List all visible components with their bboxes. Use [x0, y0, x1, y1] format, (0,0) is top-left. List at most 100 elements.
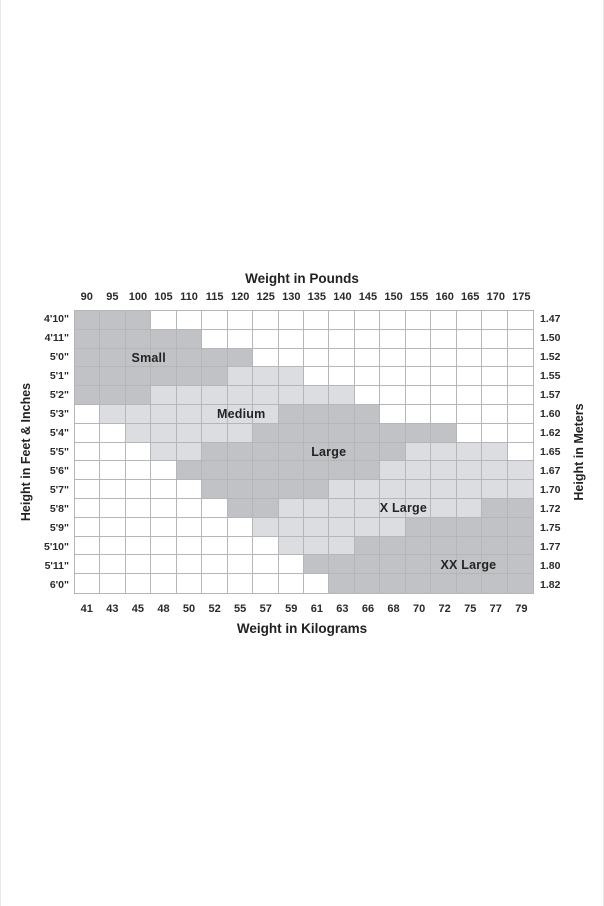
- height-m-tick: 1.52: [540, 351, 561, 364]
- grid-cell: [151, 423, 177, 443]
- height-m-tick: 1.47: [540, 313, 561, 326]
- grid-cell: [431, 348, 457, 368]
- grid-cell: [304, 386, 330, 405]
- grid-cell: [253, 423, 279, 443]
- grid-cell: [253, 348, 279, 368]
- height-m-tick: 1.57: [540, 389, 561, 402]
- grid-cell: [253, 498, 279, 518]
- grid-cell: [278, 404, 304, 424]
- grid-cell: [482, 480, 508, 499]
- grid-cell: [304, 480, 330, 499]
- grid-cell: [176, 574, 203, 593]
- kilograms-tick: 75: [464, 603, 477, 615]
- grid-cell: [507, 348, 533, 368]
- grid-cell: [456, 404, 483, 424]
- grid-cell: [304, 498, 330, 518]
- height-m-tick: 1.62: [540, 427, 561, 440]
- height-ft-tick-column: 4'10" 4'11" 5'0" 5'1" 5'2" 5'3" 5'4" 5'5" 5'6" 5'…: [15, 310, 69, 594]
- grid-cell: [151, 480, 177, 499]
- height-m-tick: 1.82: [540, 578, 561, 591]
- grid-cell: [100, 311, 126, 330]
- grid-cell: [482, 423, 508, 443]
- grid-cell: [329, 348, 355, 368]
- grid-cell: [100, 480, 126, 499]
- grid-cell: [380, 348, 406, 368]
- grid-cell: [405, 404, 432, 424]
- grid-cell: [456, 480, 483, 499]
- grid-cell: [202, 480, 228, 499]
- height-ft-tick: 5'11": [44, 559, 69, 572]
- grid-cell: [151, 367, 177, 387]
- height-ft-tick: 4'10": [44, 313, 69, 326]
- grid-cell: [456, 517, 483, 537]
- grid-cell: [380, 423, 406, 443]
- grid-cell: [329, 386, 355, 405]
- grid-cell: [329, 461, 355, 481]
- grid-cell: [125, 311, 152, 330]
- grid-cell: [202, 311, 228, 330]
- grid-cell: [431, 536, 457, 556]
- grid-cell: [100, 348, 126, 368]
- grid-cell: [202, 386, 228, 405]
- grid-cell: [405, 555, 432, 575]
- grid-cell: [176, 311, 203, 330]
- size-region-label: Small: [131, 351, 166, 365]
- grid-cell: [125, 517, 152, 537]
- grid-cell: [456, 311, 483, 330]
- grid-cell: [253, 367, 279, 387]
- grid-cell: [354, 348, 381, 368]
- grid-cell: [176, 517, 203, 537]
- grid-cell: [151, 498, 177, 518]
- height-m-tick: 1.77: [540, 540, 561, 553]
- grid-cell: [278, 555, 304, 575]
- grid-cell: [75, 480, 101, 499]
- grid-cell: [125, 555, 152, 575]
- grid-cell: [482, 461, 508, 481]
- grid-cell: [278, 480, 304, 499]
- grid-cell: [125, 386, 152, 405]
- height-ft-tick: 6'0": [49, 578, 69, 591]
- kilograms-tick: 68: [387, 603, 400, 615]
- pounds-tick: 90: [80, 291, 93, 303]
- grid-cell: [431, 461, 457, 481]
- grid-cell: [125, 480, 152, 499]
- kilograms-tick: 59: [285, 603, 298, 615]
- grid-cell: [227, 480, 254, 499]
- grid-cell: [380, 536, 406, 556]
- height-m-tick: 1.65: [540, 446, 561, 459]
- grid-cell: [278, 461, 304, 481]
- grid-cell: [456, 461, 483, 481]
- grid-cell: [431, 311, 457, 330]
- grid-cell: [278, 498, 304, 518]
- grid-cell: [482, 517, 508, 537]
- grid-cell: [456, 329, 483, 349]
- grid-cell: [304, 348, 330, 368]
- grid-cell: [405, 348, 432, 368]
- grid-cell: [380, 329, 406, 349]
- grid-cell: [125, 423, 152, 443]
- grid-cell: [380, 480, 406, 499]
- grid-cell: [304, 311, 330, 330]
- grid-cell: [75, 536, 101, 556]
- grid-cell: [202, 329, 228, 349]
- grid-cell: [456, 386, 483, 405]
- size-region-label: Medium: [217, 407, 266, 422]
- height-m-tick: 1.72: [540, 502, 561, 515]
- grid-cell: [202, 404, 228, 424]
- grid-cell: [278, 423, 304, 443]
- grid-cell: [100, 442, 126, 462]
- grid-cell: [75, 348, 101, 368]
- pounds-tick: 130: [282, 291, 301, 303]
- grid-cell: [100, 404, 126, 424]
- kilograms-tick: 70: [412, 603, 426, 615]
- grid-cell: [253, 386, 279, 405]
- grid-cell: [405, 311, 432, 330]
- grid-cell: [482, 329, 508, 349]
- grid-cell: [482, 311, 508, 330]
- grid-cell: [227, 404, 254, 424]
- grid-cell: [507, 480, 533, 499]
- grid-cell: [176, 404, 203, 424]
- grid-cell: [405, 367, 432, 387]
- grid-cell: [380, 367, 406, 387]
- grid-cell: [354, 329, 381, 349]
